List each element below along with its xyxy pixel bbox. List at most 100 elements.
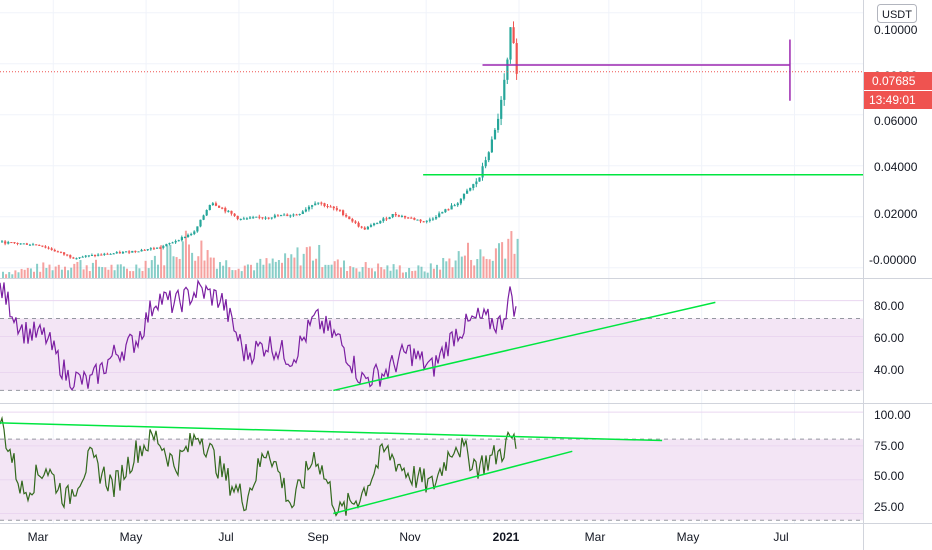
- price-candle: [7, 242, 10, 244]
- price-candle: [466, 190, 469, 194]
- price-candle: [416, 219, 419, 221]
- volume-bar: [370, 268, 373, 278]
- stoch-tick-label: 100.00: [874, 408, 911, 422]
- volume-bar: [488, 259, 491, 278]
- stoch-rsi-line: [0, 415, 517, 517]
- price-candle: [205, 210, 208, 216]
- volume-bar: [398, 265, 401, 278]
- volume-bar: [293, 257, 296, 278]
- drawing-tools[interactable]: [423, 39, 863, 176]
- volume-bar: [8, 272, 11, 278]
- price-candle: [125, 251, 128, 253]
- price-candle: [441, 212, 444, 214]
- price-candle: [462, 193, 466, 199]
- volume-bar: [324, 264, 327, 278]
- volume-bar: [54, 266, 57, 278]
- price-candle: [177, 240, 180, 242]
- volume-bar: [98, 266, 101, 278]
- price-candle: [261, 217, 264, 219]
- price-candle: [44, 246, 47, 248]
- price-candle: [472, 184, 475, 188]
- volume-bar: [197, 256, 200, 278]
- volume-bar: [327, 264, 330, 278]
- time-label: Jul: [218, 530, 233, 544]
- volume-bar: [494, 248, 497, 278]
- volume-bar: [482, 256, 485, 278]
- price-candle: [351, 219, 354, 222]
- volume-bar: [401, 272, 404, 278]
- volume-bar: [386, 265, 389, 278]
- price-candle: [295, 214, 298, 216]
- price-candle: [56, 251, 59, 253]
- price-candle: [435, 216, 438, 219]
- volume-bar: [79, 260, 82, 278]
- price-candle: [149, 248, 152, 250]
- price-candle: [283, 214, 286, 216]
- volume-bar: [485, 258, 488, 278]
- rsi-trendline: [333, 301, 716, 392]
- volume-bar: [411, 271, 414, 278]
- volume-bar: [215, 268, 218, 278]
- price-candle: [289, 215, 292, 217]
- price-candle: [382, 218, 385, 222]
- stoch-tick-label: 75.00: [874, 439, 904, 453]
- volume-bar: [110, 264, 113, 278]
- price-candle: [506, 59, 509, 80]
- price-candle: [118, 252, 121, 254]
- volume-bar: [339, 267, 342, 278]
- volume-bar: [333, 261, 336, 278]
- volume-bar: [2, 271, 4, 278]
- price-candle: [112, 253, 115, 255]
- time-label: Nov: [399, 530, 420, 544]
- price-candle: [388, 217, 391, 220]
- volume-bar: [147, 268, 150, 278]
- price-candle: [159, 247, 162, 249]
- price-axis[interactable]: 0.10000 0.08000 0.06000 0.04000 0.02000 …: [869, 23, 918, 267]
- volume-bar: [113, 270, 116, 278]
- volume-bar: [73, 263, 76, 278]
- volume-bar: [57, 264, 60, 278]
- price-candle: [422, 221, 425, 223]
- rsi-tick-label: 80.00: [874, 299, 904, 313]
- volume-bar: [426, 272, 429, 278]
- price-candle: [419, 219, 422, 222]
- price-tick-label: 0.10000: [874, 23, 918, 37]
- price-candle: [47, 247, 50, 249]
- price-candle: [121, 252, 125, 254]
- volume-bar: [346, 271, 349, 278]
- volume-bar: [274, 261, 277, 278]
- volume-bar: [467, 242, 469, 278]
- volume-bar: [116, 264, 119, 278]
- volume-bar: [330, 264, 333, 278]
- volume-bar: [256, 262, 259, 278]
- price-candle: [373, 223, 376, 226]
- volume-bar: [36, 263, 39, 278]
- volume-bar: [491, 260, 494, 278]
- volume-bar: [225, 260, 228, 278]
- price-candle: [366, 226, 369, 230]
- price-candle: [342, 210, 345, 215]
- price-candle: [332, 206, 335, 209]
- currency-badge[interactable]: USDT: [877, 4, 917, 23]
- price-candle: [348, 216, 351, 220]
- price-tick-label: 0.04000: [874, 160, 918, 174]
- price-candle: [221, 207, 224, 209]
- volume-bar: [463, 255, 466, 278]
- price-tick-label: -0.00000: [869, 253, 917, 267]
- price-tick-label: 0.06000: [874, 114, 918, 128]
- price-candle: [196, 226, 199, 232]
- volume-bar: [17, 272, 20, 278]
- rsi-axis[interactable]: 80.00 60.00 40.00: [874, 299, 904, 377]
- price-candle: [162, 246, 165, 248]
- volume-bar: [281, 262, 283, 278]
- price-candle: [81, 256, 84, 258]
- price-candle: [276, 215, 280, 217]
- price-candle: [211, 203, 214, 206]
- time-axis[interactable]: Mar May Jul Sep Nov 2021 Mar May Jul: [28, 530, 789, 544]
- stoch-axis[interactable]: 100.00 75.00 50.00 25.00: [874, 408, 911, 514]
- volume-bar: [389, 270, 392, 278]
- volume-bar: [504, 258, 507, 278]
- price-candle: [146, 249, 149, 251]
